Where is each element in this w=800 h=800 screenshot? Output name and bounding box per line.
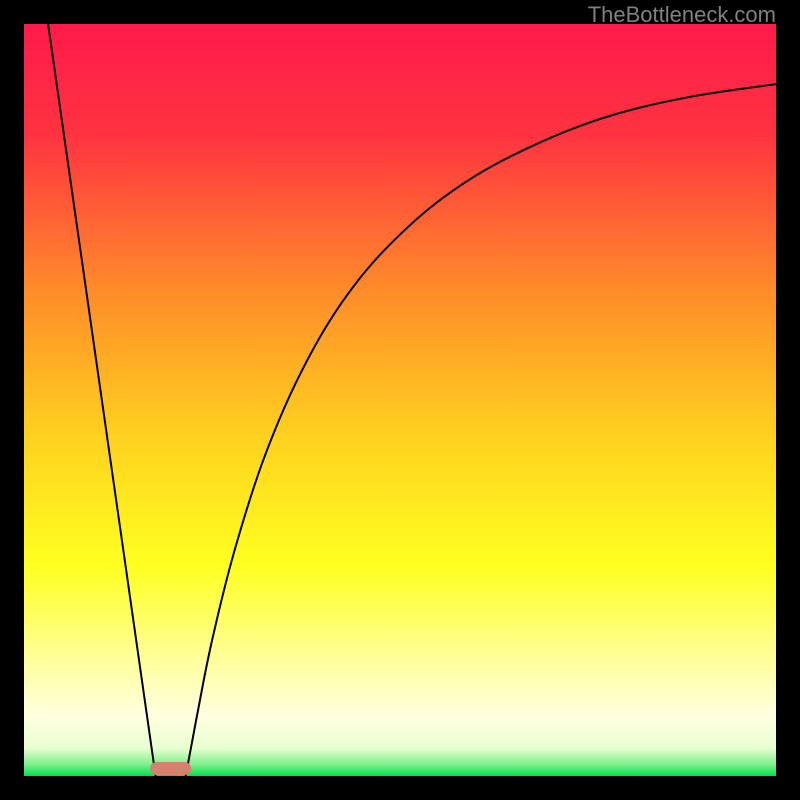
plot-area xyxy=(24,24,776,776)
watermark-text: TheBottleneck.com xyxy=(588,2,776,28)
bottleneck-curve xyxy=(24,24,776,776)
optimum-marker xyxy=(150,762,191,776)
